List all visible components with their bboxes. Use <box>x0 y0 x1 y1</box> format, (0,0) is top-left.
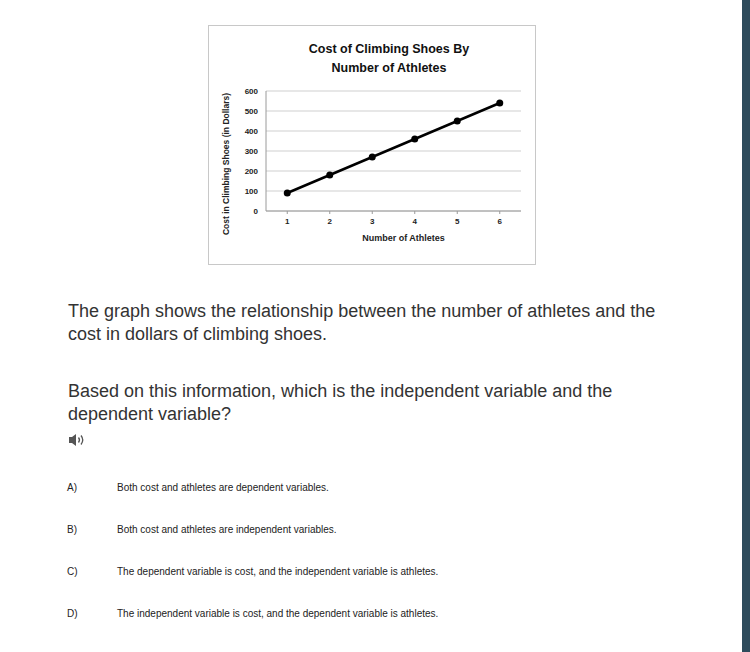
x-tick <box>457 211 458 214</box>
data-point <box>284 190 291 197</box>
x-tick-label: 5 <box>455 217 460 226</box>
x-tick <box>329 211 330 214</box>
x-tick-label: 1 <box>285 217 290 226</box>
option-text[interactable]: The dependent variable is cost, and the … <box>117 566 438 577</box>
option-text[interactable]: The independent variable is cost, and th… <box>117 608 438 619</box>
grid-line <box>266 151 521 152</box>
y-tick-label: 0 <box>254 207 259 216</box>
plot-group <box>284 100 504 197</box>
option-text[interactable]: Both cost and athletes are independent v… <box>117 524 337 535</box>
x-tick-label: 2 <box>328 217 333 226</box>
grid-line <box>266 191 521 192</box>
question-text: The graph shows the relationship between… <box>68 300 668 346</box>
x-tick <box>414 211 415 214</box>
side-bar <box>742 0 750 652</box>
speaker-shape <box>69 434 76 446</box>
question-text: Based on this information, which is the … <box>68 380 693 426</box>
chart-box: 0 100 200 300 400 500 600 1 2 3 4 5 6 Number of Athle… <box>208 25 536 265</box>
y-tick-label: 300 <box>245 147 259 156</box>
x-tick <box>287 211 288 214</box>
grid-line <box>266 131 521 132</box>
y-tick-label: 600 <box>245 87 259 96</box>
y-tick-label: 400 <box>245 127 259 136</box>
data-point <box>496 100 503 107</box>
data-point <box>369 154 376 161</box>
grid-line <box>266 91 521 92</box>
y-tick-label: 200 <box>245 167 259 176</box>
option-letter[interactable]: A) <box>67 482 77 493</box>
x-tick <box>372 211 373 214</box>
y-tick-label: 100 <box>245 187 259 196</box>
option-text[interactable]: Both cost and athletes are dependent var… <box>117 482 329 493</box>
chart-title: Cost of Climbing Shoes By Number of Athl… <box>301 40 477 78</box>
option-letter[interactable]: B) <box>67 524 77 535</box>
x-tick-label: 3 <box>370 217 375 226</box>
x-tick-label: 4 <box>413 217 418 226</box>
data-point <box>454 118 461 125</box>
y-axis-label: Cost in Climbing Shoes (in Dollars) <box>221 93 231 235</box>
grid-line <box>266 211 521 212</box>
x-axis-label: Number of Athletes <box>362 233 445 243</box>
audio-icon[interactable] <box>68 432 88 448</box>
data-point <box>326 172 333 179</box>
x-axis-line <box>266 211 521 212</box>
sound-wave <box>79 438 80 443</box>
x-tick-label: 6 <box>498 217 503 226</box>
y-tick-label: 500 <box>245 107 259 116</box>
option-letter[interactable]: C) <box>67 566 78 577</box>
sound-wave <box>81 436 83 445</box>
grid-line <box>266 171 521 172</box>
y-axis-line <box>266 91 267 211</box>
option-letter[interactable]: D) <box>67 608 78 619</box>
x-tick <box>499 211 500 214</box>
data-point <box>411 136 418 143</box>
data-line <box>287 103 500 193</box>
